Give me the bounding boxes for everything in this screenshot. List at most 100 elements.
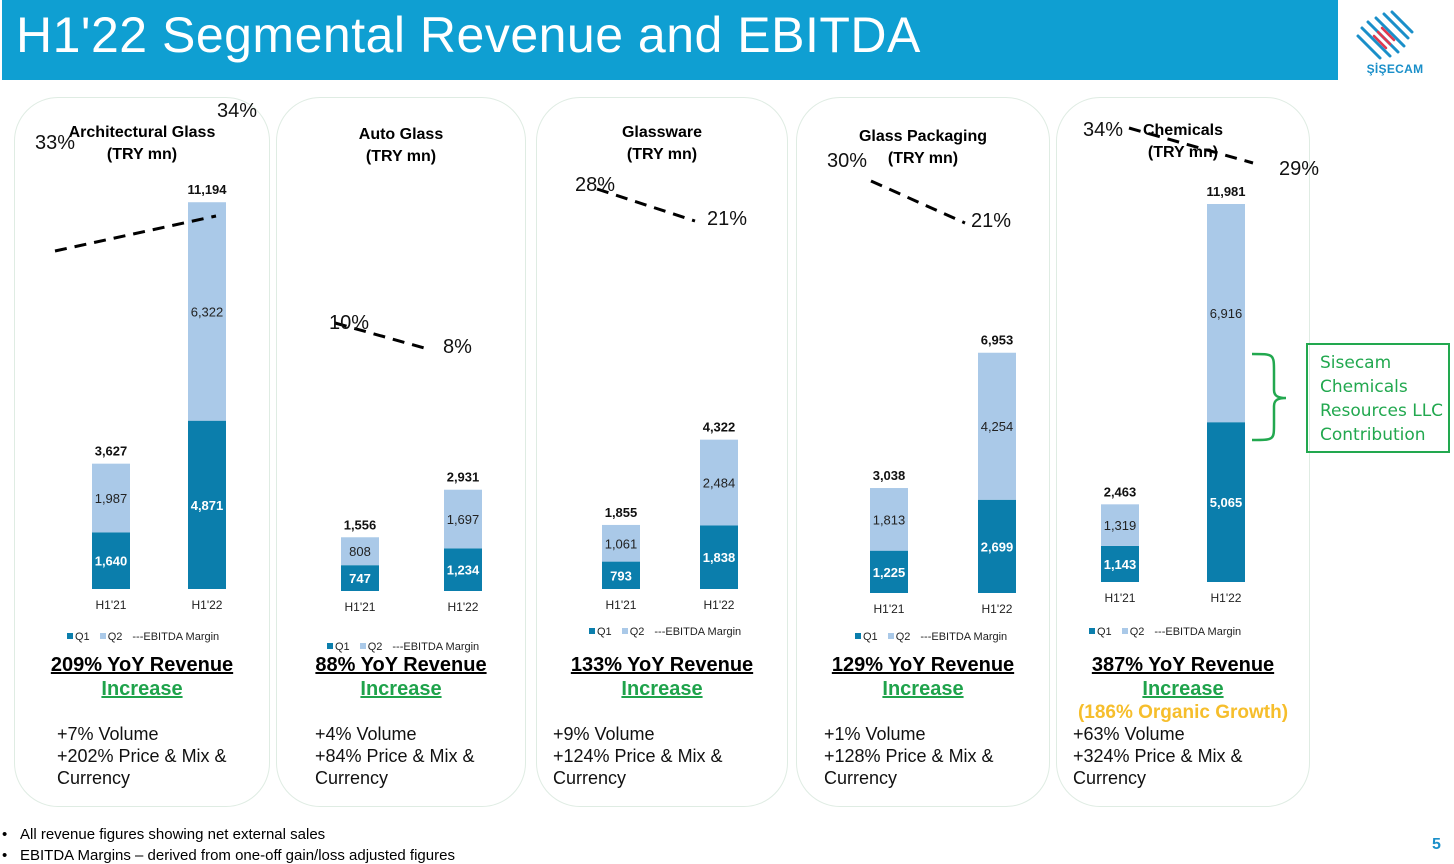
bar-q2 xyxy=(188,202,226,421)
driver-line: Currency xyxy=(824,768,898,788)
panel-title-name: Glassware xyxy=(621,124,703,141)
panel-title: Architectural Glass (TRY mn) xyxy=(15,122,269,166)
growth-drivers: +4% Volume +84% Price & Mix & Currency xyxy=(315,723,475,789)
driver-line: +1% Volume xyxy=(824,724,926,744)
bar-q2 xyxy=(92,463,130,533)
bar-q2-label: 1,061 xyxy=(605,536,638,551)
legend-label: Q2 xyxy=(367,641,383,653)
driver-line: +9% Volume xyxy=(553,724,655,744)
increase-label: Increase xyxy=(360,678,442,700)
bar-q1-label: 2,699 xyxy=(981,539,1014,554)
bar-q2-label: 2,484 xyxy=(703,476,736,491)
growth-drivers: +7% Volume +202% Price & Mix & Currency xyxy=(57,723,227,789)
yoy-revenue-headline: 129% YoY Revenue xyxy=(831,654,1015,676)
bar-q1-label: 793 xyxy=(610,568,632,583)
callout-line: Resources LLC xyxy=(1320,401,1444,421)
ebitda-margin-label: 21% xyxy=(707,208,747,230)
legend-label: Q1 xyxy=(75,631,90,643)
segment-panel: Glass Packaging (TRY mn) 1,225 1,813 3,038 H1… xyxy=(796,97,1050,807)
panel-title-name: Chemicals xyxy=(1142,122,1224,139)
footnote: EBITDA Margins – derived from one-off ga… xyxy=(0,845,455,864)
bar-total-label: 1,855 xyxy=(605,505,638,520)
bar-q1-label: 1,143 xyxy=(1104,557,1137,572)
increase-label: Increase xyxy=(101,678,183,700)
yoy-revenue-headline: 133% YoY Revenue xyxy=(570,654,754,676)
legend-item-q2: Q2 xyxy=(1121,626,1144,638)
legend-item-ebitda: ---EBITDA Margin xyxy=(1154,626,1242,638)
panel-title: Auto Glass (TRY mn) xyxy=(277,124,525,168)
driver-line: +128% Price & Mix & xyxy=(824,746,994,766)
legend-label: Q1 xyxy=(597,626,612,638)
x-axis-label: H1'22 xyxy=(448,600,479,614)
driver-line: +4% Volume xyxy=(315,724,417,744)
driver-line: +324% Price & Mix & xyxy=(1073,746,1243,766)
bar-q2-label: 4,254 xyxy=(981,419,1014,434)
bar-q1 xyxy=(978,499,1016,593)
chart-legend: Q1 Q2 ---EBITDA Margin xyxy=(67,631,219,643)
bar-q2-label: 808 xyxy=(349,544,371,559)
legend-label: Q2 xyxy=(895,631,911,643)
stacked-bar-chart: 1,640 1,987 3,627 H1'21 4,871 6,322 11,194 H1'2… xyxy=(35,100,257,612)
legend-swatch-icon xyxy=(589,628,595,634)
legend-swatch-icon xyxy=(1089,628,1095,634)
panel-title-unit: (TRY mn) xyxy=(1147,144,1219,161)
bar-q1 xyxy=(870,550,908,593)
panel-title-unit: (TRY mn) xyxy=(106,146,178,163)
legend-label: Q2 xyxy=(629,626,645,638)
increase-label: Increase xyxy=(1142,678,1224,700)
bar-q2 xyxy=(700,439,738,526)
legend-swatch-icon xyxy=(99,633,106,639)
ebitda-margin-label: 33% xyxy=(35,132,75,154)
legend-item-ebitda: ---EBITDA Margin xyxy=(392,641,480,653)
legend-label: Q1 xyxy=(863,631,878,643)
legend-swatch-icon xyxy=(887,633,894,639)
legend-item-q1: Q1 xyxy=(327,641,350,653)
ebitda-margin-label: 10% xyxy=(329,312,369,334)
legend-swatch-icon xyxy=(67,633,73,639)
brace-icon xyxy=(1251,352,1287,442)
bar-total-label: 2,931 xyxy=(447,470,480,485)
legend-label: Q1 xyxy=(335,641,350,653)
panel-title-unit: (TRY mn) xyxy=(887,150,959,167)
growth-drivers: +63% Volume +324% Price & Mix & Currency xyxy=(1073,723,1243,789)
panel-title: Glass Packaging (TRY mn) xyxy=(797,126,1049,170)
bar-q1 xyxy=(92,532,130,589)
ebitda-margin-line xyxy=(54,214,217,253)
stacked-bar-chart: 1,143 1,319 2,463 H1'21 5,065 6,916 11,981 H1'2… xyxy=(1083,119,1319,605)
segment-panel: Glassware (TRY mn) 793 1,061 1,855 H1'21 1,838… xyxy=(536,97,788,807)
legend-item-q1: Q1 xyxy=(589,626,612,638)
increase-label: Increase xyxy=(882,678,964,700)
x-axis-label: H1'21 xyxy=(345,600,376,614)
yoy-revenue-headline: 209% YoY Revenue xyxy=(50,654,234,676)
page-number: 5 xyxy=(1432,836,1441,853)
ebitda-margin-label: 28% xyxy=(575,174,615,196)
bar-q2 xyxy=(1101,504,1139,546)
legend-item-ebitda: ---EBITDA Margin xyxy=(920,631,1008,643)
bar-q2-label: 1,813 xyxy=(873,512,906,527)
ebitda-margin-label: 30% xyxy=(827,150,867,172)
ebitda-margin-label: 29% xyxy=(1279,158,1319,180)
x-axis-label: H1'21 xyxy=(96,598,127,612)
legend-item-ebitda: ---EBITDA Margin xyxy=(132,631,220,643)
ebitda-margin-label: 34% xyxy=(1083,119,1123,141)
bar-q2 xyxy=(444,489,482,549)
bar-q2 xyxy=(978,352,1016,500)
x-axis-label: H1'22 xyxy=(192,598,223,612)
x-axis-label: H1'22 xyxy=(704,598,735,612)
legend-item-ebitda: ---EBITDA Margin xyxy=(654,626,742,638)
driver-line: Currency xyxy=(553,768,627,788)
stacked-bar-chart: 747 808 1,556 H1'21 1,234 1,697 2,931 H1'22 10% 8… xyxy=(329,312,482,614)
legend-swatch-icon xyxy=(359,643,366,649)
x-axis-label: H1'21 xyxy=(606,598,637,612)
driver-line: Currency xyxy=(1073,768,1147,788)
bar-total-label: 4,322 xyxy=(703,420,736,435)
driver-line: +202% Price & Mix & xyxy=(57,746,227,766)
driver-line: +7% Volume xyxy=(57,724,159,744)
legend-item-q2: Q2 xyxy=(621,626,645,638)
legend-swatch-icon xyxy=(621,628,628,634)
driver-line: +63% Volume xyxy=(1073,724,1185,744)
bar-q2-label: 1,987 xyxy=(95,491,128,506)
bar-q1-label: 747 xyxy=(349,571,371,586)
driver-line: +124% Price & Mix & xyxy=(553,746,723,766)
bar-q2 xyxy=(341,537,379,566)
